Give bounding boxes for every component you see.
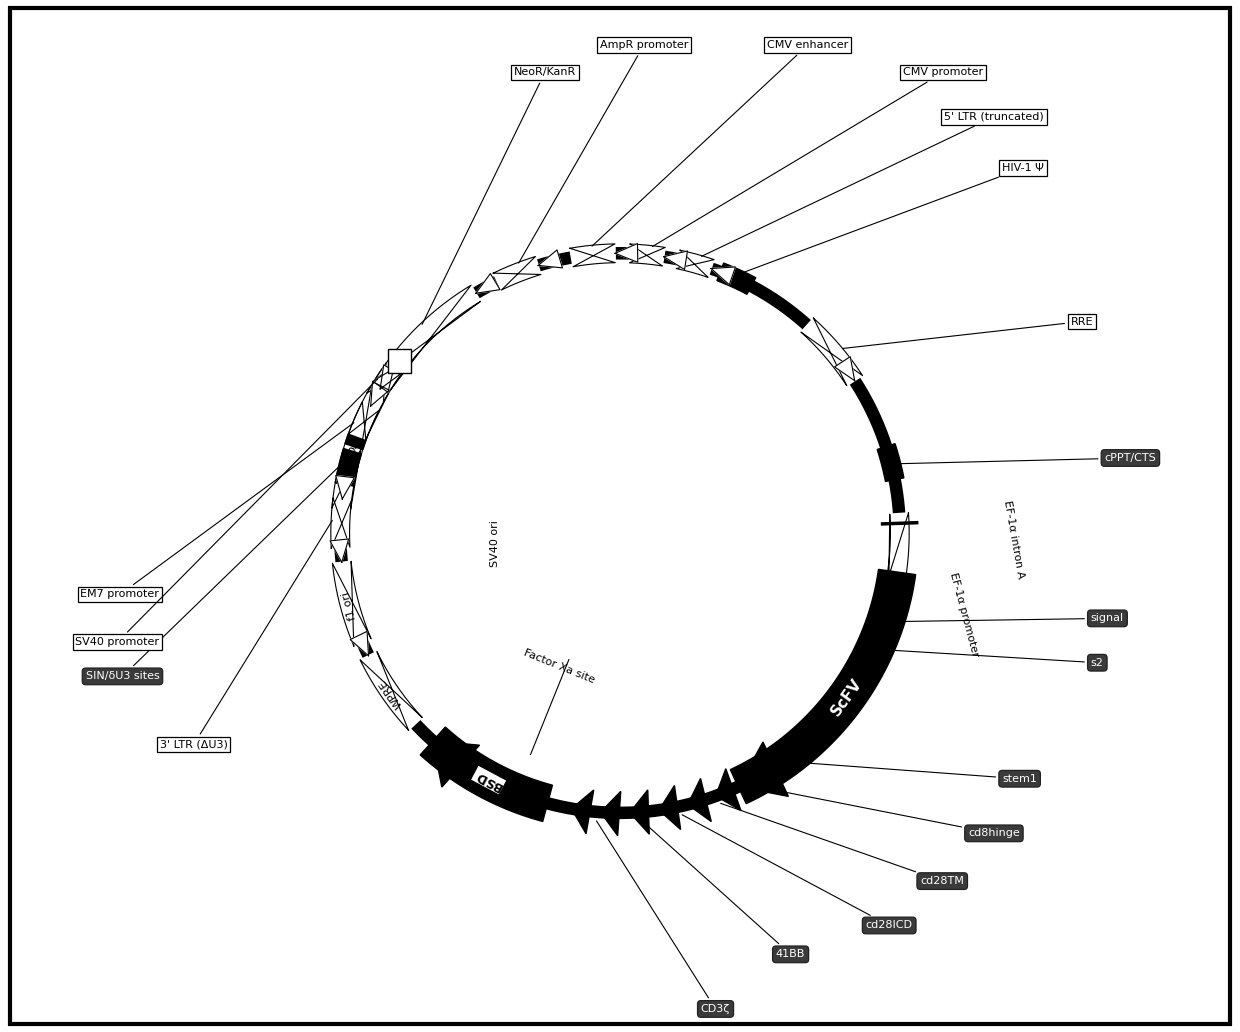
Polygon shape xyxy=(332,561,371,646)
Polygon shape xyxy=(433,741,480,787)
Text: cd28TM: cd28TM xyxy=(720,803,965,886)
Text: RRE: RRE xyxy=(842,317,1092,349)
Polygon shape xyxy=(663,251,687,269)
Text: stem1: stem1 xyxy=(795,763,1037,783)
Polygon shape xyxy=(879,613,897,638)
Polygon shape xyxy=(348,401,379,441)
Text: 41BB: 41BB xyxy=(642,820,805,960)
Polygon shape xyxy=(335,449,361,486)
Text: EF-1α promoter: EF-1α promoter xyxy=(947,572,980,658)
Text: EM7 promoter: EM7 promoter xyxy=(81,423,353,600)
Polygon shape xyxy=(367,363,402,401)
Text: AmpR promoter: AmpR promoter xyxy=(518,40,688,263)
Polygon shape xyxy=(336,476,355,498)
Text: WPRE: WPRE xyxy=(377,677,404,710)
Text: cd8hinge: cd8hinge xyxy=(758,786,1019,838)
Text: ScFV: ScFV xyxy=(828,676,864,719)
Polygon shape xyxy=(711,267,735,285)
Polygon shape xyxy=(476,273,500,293)
Polygon shape xyxy=(658,785,681,830)
Text: NeoR/KanR: NeoR/KanR xyxy=(422,67,577,324)
Text: cPPT/CTS: cPPT/CTS xyxy=(901,453,1156,463)
Polygon shape xyxy=(350,632,368,655)
Polygon shape xyxy=(345,434,366,450)
Polygon shape xyxy=(371,382,389,406)
Text: signal: signal xyxy=(895,613,1123,623)
Polygon shape xyxy=(676,250,714,278)
Polygon shape xyxy=(688,778,712,821)
Polygon shape xyxy=(717,263,755,294)
Text: SIN/δU3 sites: SIN/δU3 sites xyxy=(86,465,340,681)
Polygon shape xyxy=(870,513,909,642)
Polygon shape xyxy=(570,244,615,266)
Text: CMV promoter: CMV promoter xyxy=(652,67,983,247)
Polygon shape xyxy=(730,570,915,804)
Text: s2: s2 xyxy=(884,650,1104,668)
Polygon shape xyxy=(630,244,665,266)
Polygon shape xyxy=(538,250,563,268)
Polygon shape xyxy=(331,497,352,548)
Polygon shape xyxy=(360,651,423,731)
Text: Factor Xa site: Factor Xa site xyxy=(522,647,596,685)
Text: ori: ori xyxy=(345,437,362,456)
Text: cd28ICD: cd28ICD xyxy=(682,814,913,931)
Polygon shape xyxy=(835,357,854,381)
Polygon shape xyxy=(801,318,863,386)
Polygon shape xyxy=(877,444,904,482)
Polygon shape xyxy=(600,792,621,836)
Text: HIV-1 Ψ: HIV-1 Ψ xyxy=(744,163,1044,272)
Text: CD3ζ: CD3ζ xyxy=(596,820,730,1014)
Text: 5' LTR (truncated): 5' LTR (truncated) xyxy=(702,111,1044,256)
Polygon shape xyxy=(381,365,399,389)
Polygon shape xyxy=(332,384,388,510)
Polygon shape xyxy=(738,742,789,797)
Text: CMV enhancer: CMV enhancer xyxy=(591,40,848,246)
Polygon shape xyxy=(572,791,594,834)
Text: SV40 promoter: SV40 promoter xyxy=(76,379,378,647)
Polygon shape xyxy=(330,539,348,562)
Bar xyxy=(388,349,412,373)
Polygon shape xyxy=(494,257,541,290)
Polygon shape xyxy=(630,789,650,834)
Text: EF-1α intron A: EF-1α intron A xyxy=(1002,499,1025,580)
Text: BSD: BSD xyxy=(472,768,505,793)
Text: SV40 ori: SV40 ori xyxy=(490,520,500,567)
Polygon shape xyxy=(615,244,637,262)
Polygon shape xyxy=(420,728,553,821)
Text: 3' LTR (ΔU3): 3' LTR (ΔU3) xyxy=(160,520,332,749)
Polygon shape xyxy=(715,769,742,810)
Text: f1 ori: f1 ori xyxy=(341,590,358,621)
Polygon shape xyxy=(373,368,393,392)
Polygon shape xyxy=(374,285,481,390)
